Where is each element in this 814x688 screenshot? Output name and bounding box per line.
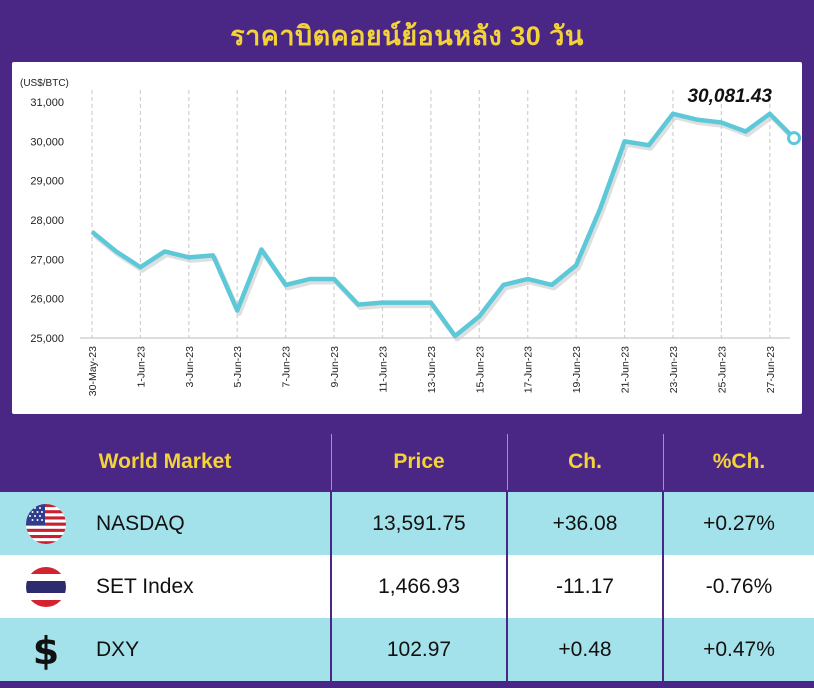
series-line <box>90 111 796 339</box>
table-row: SET Index 1,466.93 -11.17 -0.76% <box>0 555 814 618</box>
last-point-marker <box>787 131 801 146</box>
market-change: -11.17 <box>556 575 614 598</box>
header-world-market: World Market <box>98 450 232 473</box>
x-tick-label: 19-Jun-23 <box>571 346 583 393</box>
page-title: ราคาบิตคอยน์ย้อนหลัง 30 วัน <box>230 21 584 51</box>
dollar-icon: $ <box>26 630 66 670</box>
x-tick-label: 17-Jun-23 <box>523 346 535 393</box>
market-name: DXY <box>96 638 140 661</box>
x-tick-label: 30-May-23 <box>87 346 99 396</box>
y-axis-label: (US$/BTC) <box>20 78 69 89</box>
y-tick-label: 28,000 <box>30 215 64 227</box>
x-tick-label: 15-Jun-23 <box>474 346 486 393</box>
table-row: $ DXY 102.97 +0.48 +0.47% <box>0 618 814 681</box>
table-row: NASDAQ 13,591.75 +36.08 +0.27% <box>0 492 814 555</box>
header-price: Price <box>393 450 445 473</box>
market-pct-change: +0.47% <box>703 638 775 661</box>
us-flag-icon <box>26 504 66 544</box>
market-change: +36.08 <box>552 512 618 535</box>
table-header: World Market Price Ch. %Ch. <box>0 434 814 490</box>
x-tick-label: 5-Jun-23 <box>232 346 244 388</box>
x-tick-label: 1-Jun-23 <box>135 346 147 388</box>
x-tick-label: 7-Jun-23 <box>281 346 293 388</box>
market-price: 13,591.75 <box>372 512 466 535</box>
market-price: 1,466.93 <box>378 575 460 598</box>
market-price: 102.97 <box>386 638 452 661</box>
y-tick-label: 29,000 <box>30 176 64 188</box>
bitcoin-price-chart: 25,000 26,000 27,000 28,000 29,000 30,000 31,0… <box>20 78 801 396</box>
y-tick-label: 31,000 <box>30 97 64 109</box>
market-name: NASDAQ <box>96 512 185 535</box>
x-tick-label: 27-Jun-23 <box>765 346 777 393</box>
world-market-table: World Market Price Ch. %Ch. <box>0 425 814 688</box>
svg-text:$: $ <box>33 630 59 670</box>
x-tick-label: 9-Jun-23 <box>329 346 341 388</box>
thai-flag-icon <box>26 567 66 607</box>
header-panel: ราคาบิตคอยน์ย้อนหลัง 30 วัน 25,000 26,000… <box>12 21 802 414</box>
y-tick-label: 25,000 <box>30 333 64 345</box>
y-tick-label: 26,000 <box>30 294 64 306</box>
header-change: Ch. <box>568 450 602 473</box>
last-price-annotation: 30,081.43 <box>687 86 772 107</box>
header-pct-change: %Ch. <box>712 450 766 473</box>
market-change: +0.48 <box>558 638 612 661</box>
x-tick-label: 13-Jun-23 <box>426 346 438 393</box>
x-tick-label: 25-Jun-23 <box>716 346 728 393</box>
series-line-shadow <box>92 114 798 342</box>
x-tick-label: 3-Jun-23 <box>184 346 196 388</box>
x-tick-label: 11-Jun-23 <box>377 346 389 393</box>
chart-card: 25,000 26,000 27,000 28,000 29,000 30,000 31,0… <box>12 62 802 414</box>
y-tick-label: 30,000 <box>30 136 64 148</box>
market-pct-change: -0.76% <box>705 575 773 598</box>
x-tick-label: 23-Jun-23 <box>668 346 680 393</box>
y-tick-label: 27,000 <box>30 254 64 266</box>
x-tick-label: 21-Jun-23 <box>620 346 632 393</box>
market-pct-change: +0.27% <box>703 512 775 535</box>
market-name: SET Index <box>96 575 194 598</box>
